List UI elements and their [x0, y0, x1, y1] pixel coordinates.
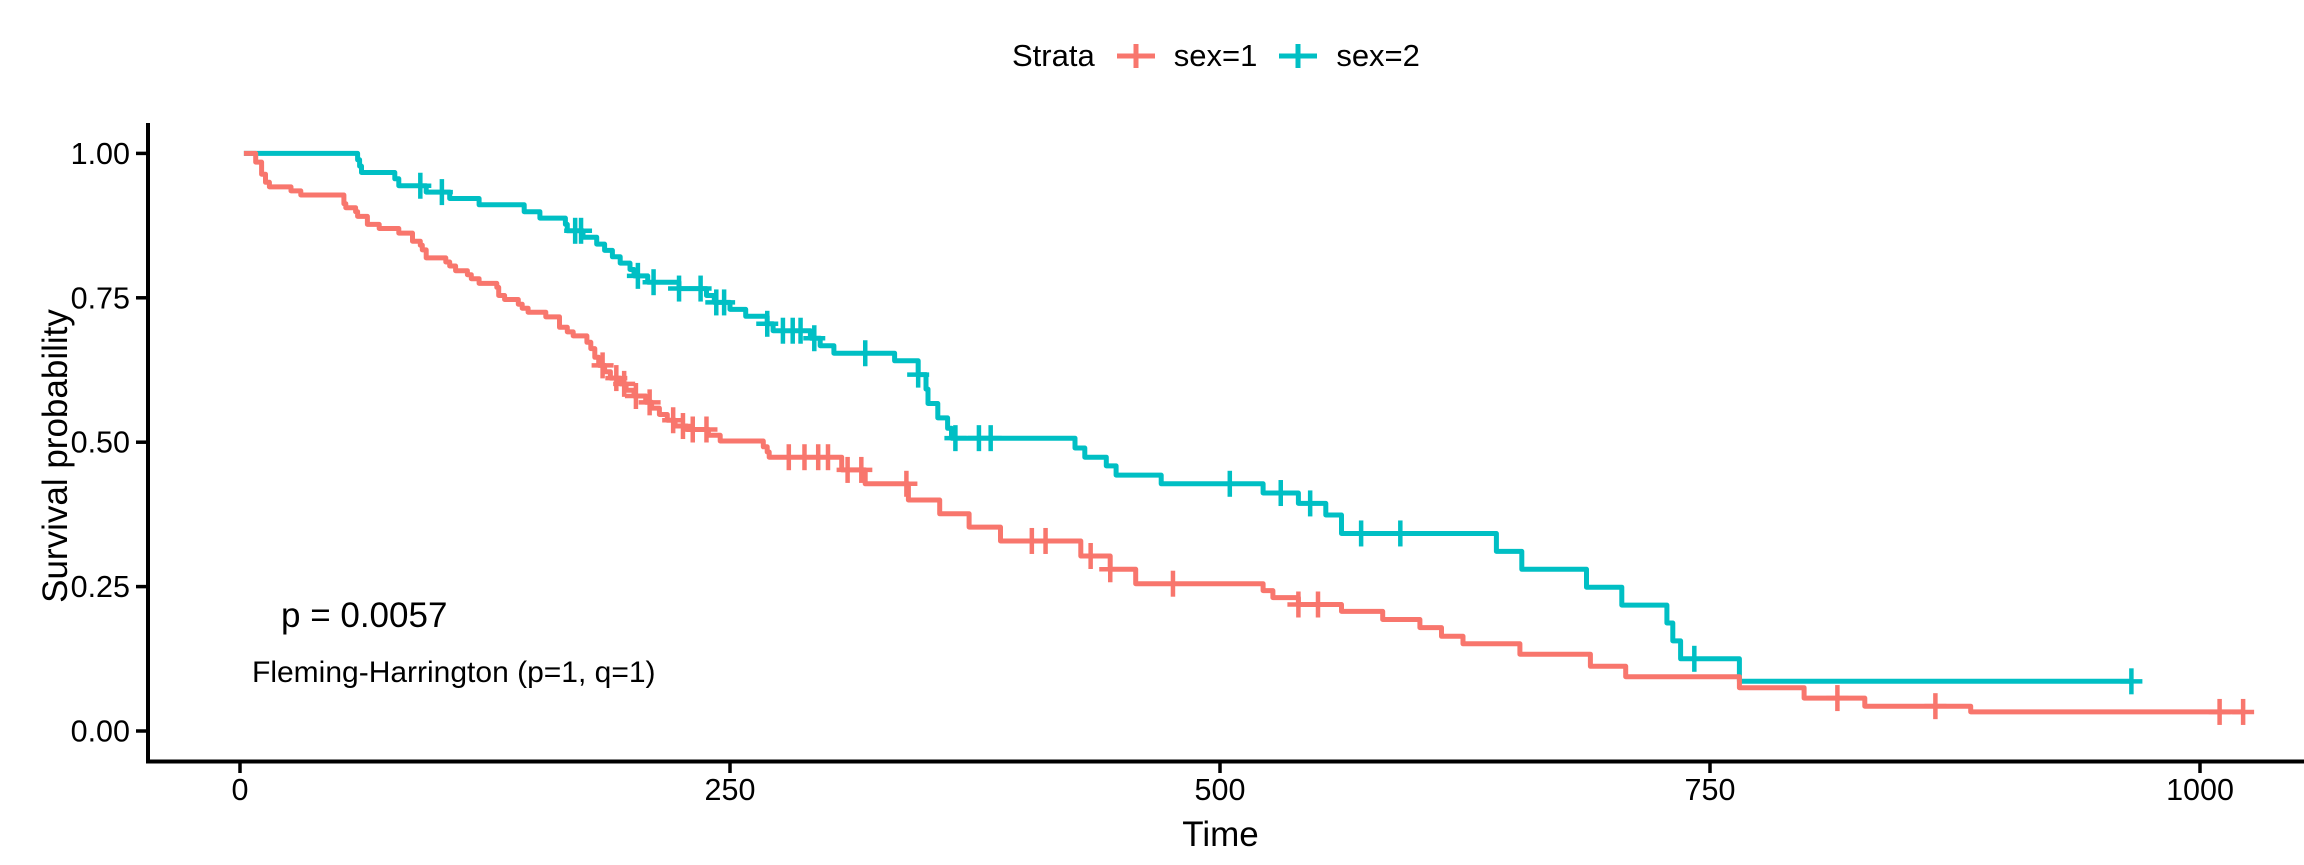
x-tick-label-1000: 1000: [2166, 773, 2234, 807]
x-tick-label-750: 750: [1685, 773, 1736, 807]
legend-key-sex1-plus-icon: [1116, 44, 1155, 68]
km-curve-sex=1: [243, 150, 2244, 715]
legend-item-sex1: sex=1: [1116, 38, 1258, 74]
test-method-annotation: Fleming-Harrington (p=1, q=1): [252, 656, 656, 689]
x-tick-label-250: 250: [705, 773, 756, 807]
y-tick-label-1.00: 1.00: [71, 137, 130, 171]
y-axis-title: Survival probability: [36, 309, 75, 603]
legend-item-sex2: sex=2: [1278, 38, 1420, 74]
x-axis-title: Time: [1182, 815, 1259, 854]
legend-label-sex1: sex=1: [1173, 38, 1258, 73]
legend-label-sex2: sex=2: [1336, 38, 1420, 73]
y-tick-label-0.50: 0.50: [71, 426, 130, 460]
x-tick-label-500: 500: [1195, 773, 1246, 807]
km-curve-sex=2: [243, 150, 2132, 684]
y-tick-label-0.00: 0.00: [71, 715, 130, 749]
y-tick-label-0.25: 0.25: [71, 570, 130, 604]
x-tick-label-0: 0: [232, 773, 249, 807]
legend-title: Strata: [1012, 38, 1095, 73]
pvalue-annotation: p = 0.0057: [281, 596, 448, 635]
legend: Strata sex=1 sex=2: [1012, 37, 1420, 75]
legend-key-sex2-plus-icon: [1279, 44, 1318, 68]
y-tick-label-0.75: 0.75: [71, 281, 130, 315]
